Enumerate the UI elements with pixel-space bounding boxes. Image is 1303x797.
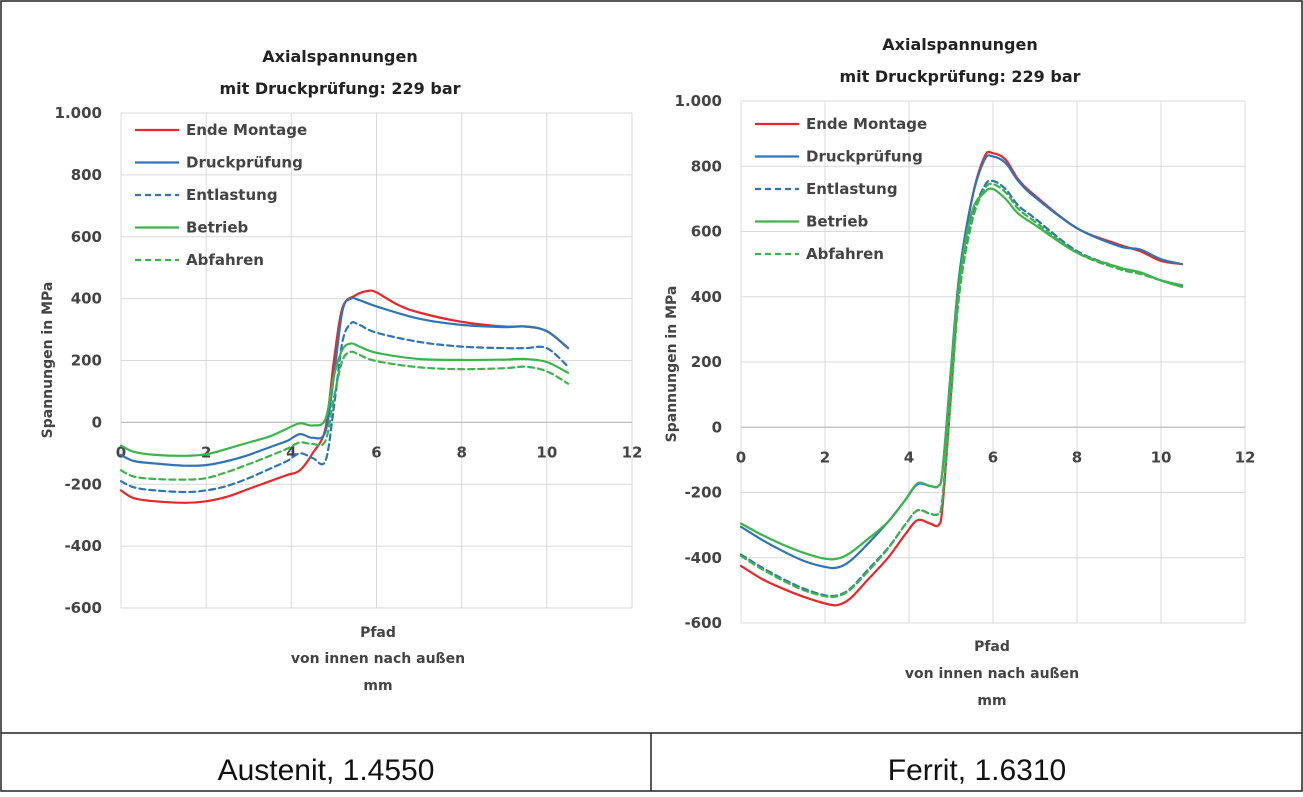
y-tick-label: -400 bbox=[64, 537, 102, 555]
x-tick-label: 8 bbox=[1072, 448, 1082, 466]
chart-subtitle: mit Druckprüfung: 229 bar bbox=[219, 79, 460, 98]
x-axis-label-line2: von innen nach außen bbox=[905, 666, 1079, 682]
x-tick-label: 12 bbox=[1235, 448, 1256, 466]
y-tick-label: -200 bbox=[684, 484, 722, 502]
x-tick-label: 0 bbox=[736, 448, 746, 466]
y-tick-label: 1.000 bbox=[675, 92, 722, 110]
series-line-betrieb bbox=[739, 187, 1184, 561]
x-tick-label: 2 bbox=[820, 448, 830, 466]
chart-ferrit: Axialspannungen mit Druckprüfung: 229 ba… bbox=[664, 35, 1255, 709]
series-line-ende-montage bbox=[119, 289, 570, 504]
caption-right: Ferrit, 1.6310 bbox=[888, 754, 1066, 787]
x-axis-label-line3: mm bbox=[977, 693, 1006, 709]
y-tick-label: 0 bbox=[712, 418, 722, 436]
y-tick-label: 800 bbox=[71, 166, 102, 184]
x-tick-label: 0 bbox=[116, 443, 126, 461]
chart-title: Axialspannungen bbox=[262, 47, 418, 66]
series-line-abfahren bbox=[119, 350, 570, 481]
y-axis-label: Spannungen in MPa bbox=[664, 286, 680, 443]
series-line-abfahren bbox=[739, 182, 1184, 599]
x-axis-label-line1: Pfad bbox=[360, 625, 396, 641]
x-axis-label-line3: mm bbox=[363, 678, 392, 694]
series-line-entlastung bbox=[119, 321, 570, 494]
y-tick-label: 0 bbox=[92, 413, 102, 431]
series-line-betrieb bbox=[119, 342, 570, 457]
legend-label: Druckprüfung bbox=[186, 154, 303, 172]
y-tick-label: -600 bbox=[684, 614, 722, 632]
y-tick-label: -200 bbox=[64, 475, 102, 493]
y-tick-label: 600 bbox=[691, 223, 722, 241]
x-tick-label: 6 bbox=[988, 448, 998, 466]
y-tick-label: -600 bbox=[64, 599, 102, 617]
legend-label: Betrieb bbox=[806, 213, 868, 231]
x-axis-label-line1: Pfad bbox=[974, 639, 1010, 655]
y-tick-label: 200 bbox=[71, 352, 102, 370]
legend-label: Abfahren bbox=[186, 251, 264, 269]
legend-label: Entlastung bbox=[186, 186, 278, 204]
y-tick-label: 400 bbox=[691, 288, 722, 306]
x-tick-label: 8 bbox=[456, 443, 466, 461]
x-tick-label: 10 bbox=[1151, 448, 1172, 466]
series-line-druckpr-fung bbox=[119, 296, 570, 467]
chart-austenit: Axialspannungen mit Druckprüfung: 229 ba… bbox=[40, 47, 642, 694]
x-tick-label: 10 bbox=[536, 443, 557, 461]
x-axis-label-line2: von innen nach außen bbox=[291, 651, 465, 667]
legend-label: Betrieb bbox=[186, 219, 248, 237]
y-axis-label: Spannungen in MPa bbox=[40, 282, 56, 439]
legend-label: Ende Montage bbox=[806, 115, 927, 133]
chart-title: Axialspannungen bbox=[882, 35, 1038, 54]
y-tick-label: 800 bbox=[691, 157, 722, 175]
legend-label: Ende Montage bbox=[186, 121, 307, 139]
x-tick-label: 12 bbox=[622, 443, 643, 461]
caption-left: Austenit, 1.4550 bbox=[218, 754, 435, 787]
y-tick-label: 1.000 bbox=[55, 104, 102, 122]
legend-label: Abfahren bbox=[806, 245, 884, 263]
y-tick-label: -400 bbox=[684, 549, 722, 567]
legend-label: Druckprüfung bbox=[806, 148, 923, 166]
y-tick-label: 200 bbox=[691, 353, 722, 371]
x-tick-label: 2 bbox=[201, 443, 211, 461]
y-tick-label: 400 bbox=[71, 290, 102, 308]
y-tick-label: 600 bbox=[71, 228, 102, 246]
x-tick-label: 4 bbox=[904, 448, 914, 466]
x-tick-label: 6 bbox=[371, 443, 381, 461]
x-tick-label: 4 bbox=[286, 443, 296, 461]
legend-label: Entlastung bbox=[806, 180, 898, 198]
chart-subtitle: mit Druckprüfung: 229 bar bbox=[839, 67, 1080, 86]
